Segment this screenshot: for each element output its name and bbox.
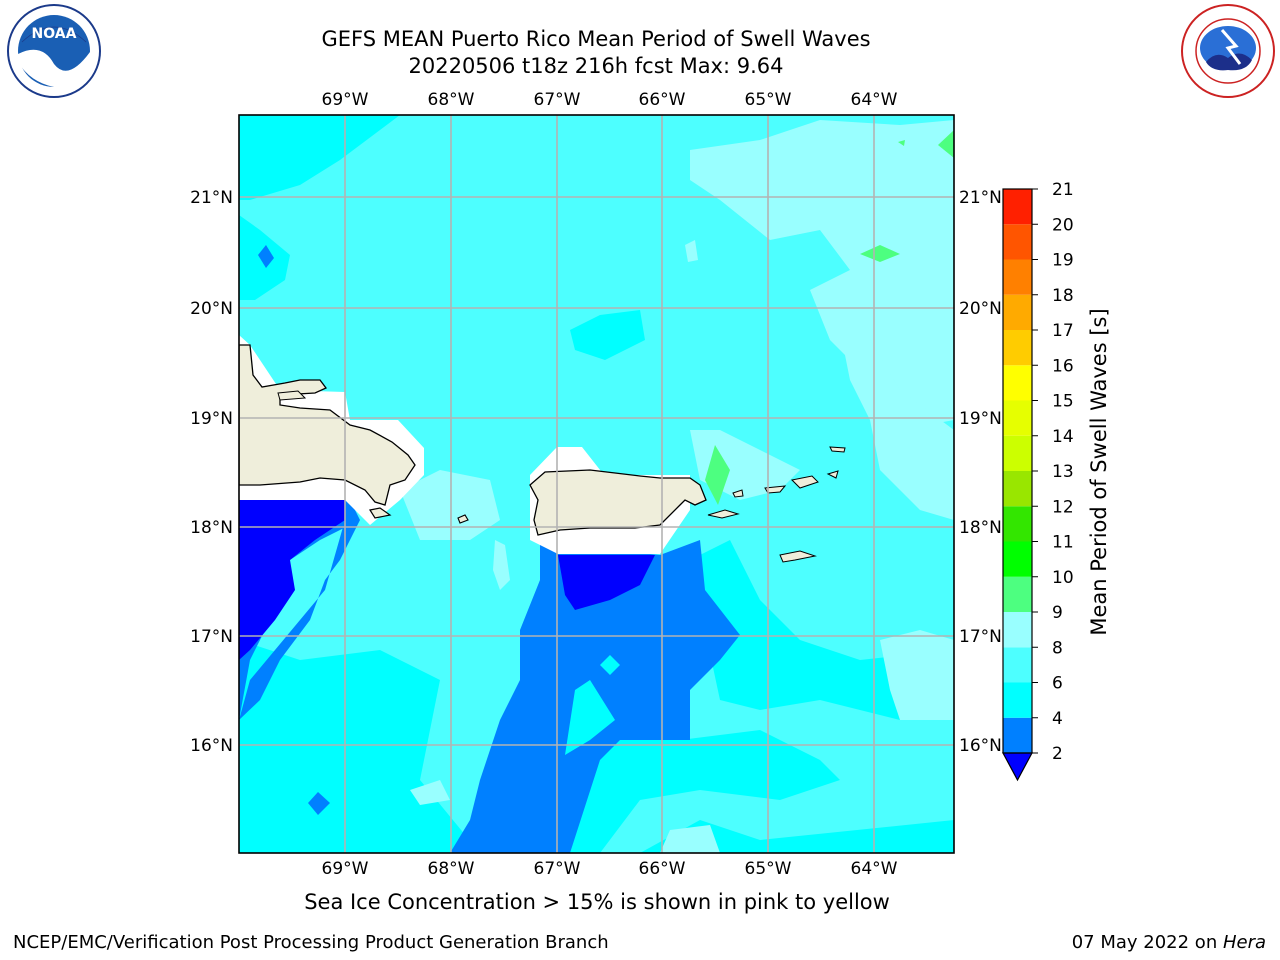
lon-label: 64°W bbox=[851, 90, 898, 110]
colorbar-label: Mean Period of Swell Waves [s] bbox=[1087, 308, 1111, 635]
lat-label: 21°N bbox=[190, 188, 233, 208]
colorbar-segment bbox=[1003, 259, 1032, 295]
lon-label: 66°W bbox=[639, 859, 686, 879]
colorbar-segment bbox=[1003, 647, 1032, 683]
lon-label: 69°W bbox=[322, 859, 369, 879]
lon-label: 66°W bbox=[639, 90, 686, 110]
colorbar-segment bbox=[1003, 189, 1032, 225]
lat-labels-right: 21°N 20°N 19°N 18°N 17°N 16°N bbox=[959, 188, 1002, 756]
colorbar-tick-label: 9 bbox=[1052, 603, 1063, 623]
colorbar-tick-label: 12 bbox=[1052, 497, 1074, 517]
noaa-logo-text: NOAA bbox=[32, 26, 77, 42]
lon-label: 65°W bbox=[745, 90, 792, 110]
footer-date: 07 May 2022 on Hera bbox=[1072, 932, 1266, 953]
lat-label: 16°N bbox=[190, 736, 233, 756]
colorbar-segment bbox=[1003, 330, 1032, 366]
lon-label: 65°W bbox=[745, 859, 792, 879]
colorbar-segment bbox=[1003, 400, 1032, 436]
lat-label: 19°N bbox=[959, 409, 1002, 429]
colorbar-tick-label: 10 bbox=[1052, 568, 1074, 588]
colorbar-segment bbox=[1003, 612, 1032, 648]
colorbar-segment bbox=[1003, 717, 1032, 753]
lon-label: 67°W bbox=[534, 859, 581, 879]
lat-label: 16°N bbox=[959, 736, 1002, 756]
colorbar: 2 4 6 8 9 10 11 12 13 14 15 16 17 18 19 20 21 bbox=[1001, 180, 1074, 782]
lon-labels-top: 69°W 68°W 67°W 66°W 65°W 64°W bbox=[322, 90, 898, 110]
colorbar-tick-label: 4 bbox=[1052, 709, 1063, 729]
colorbar-tick-label: 6 bbox=[1052, 674, 1063, 694]
colorbar-tick-label: 20 bbox=[1052, 215, 1074, 235]
footer-date-text: 07 May 2022 on bbox=[1071, 932, 1223, 953]
swell-period-field bbox=[239, 115, 954, 853]
lat-label: 18°N bbox=[959, 518, 1002, 538]
colorbar-segment bbox=[1003, 435, 1032, 471]
lon-labels-bottom: 69°W 68°W 67°W 66°W 65°W 64°W bbox=[322, 859, 898, 879]
lat-label: 20°N bbox=[959, 299, 1002, 319]
lat-label: 20°N bbox=[190, 299, 233, 319]
lon-label: 69°W bbox=[322, 90, 369, 110]
noaa-logo-icon: NOAA bbox=[7, 4, 101, 98]
map-subtitle: 20220506 t18z 216h fcst Max: 9.64 bbox=[408, 54, 784, 78]
footer-branch: NCEP/EMC/Verification Post Processing Pr… bbox=[13, 932, 609, 953]
colorbar-segment bbox=[1003, 471, 1032, 507]
sea-ice-note: Sea Ice Concentration > 15% is shown in … bbox=[304, 890, 890, 914]
colorbar-tick-label: 13 bbox=[1052, 462, 1074, 482]
colorbar-tick-label: 16 bbox=[1052, 356, 1074, 376]
map-gridlines bbox=[239, 115, 954, 853]
lon-label: 68°W bbox=[428, 859, 475, 879]
lat-label: 17°N bbox=[959, 627, 1002, 647]
colorbar-tick-label: 18 bbox=[1052, 286, 1074, 306]
colorbar-tick-label: 11 bbox=[1052, 533, 1074, 553]
lat-label: 19°N bbox=[190, 409, 233, 429]
colorbar-segment bbox=[1003, 682, 1032, 718]
colorbar-tick-label: 14 bbox=[1052, 427, 1074, 447]
colorbar-segment bbox=[1003, 576, 1032, 612]
lat-label: 17°N bbox=[190, 627, 233, 647]
lat-labels-left: 21°N 20°N 19°N 18°N 17°N 16°N bbox=[190, 188, 233, 756]
colorbar-tick-label: 15 bbox=[1052, 392, 1074, 412]
nws-logo-icon bbox=[1181, 4, 1275, 98]
colorbar-segment bbox=[1003, 224, 1032, 260]
colorbar-tick-label: 8 bbox=[1052, 638, 1063, 658]
lon-label: 64°W bbox=[851, 859, 898, 879]
colorbar-segment bbox=[1003, 506, 1032, 542]
colorbar-segment bbox=[1003, 294, 1032, 330]
footer-host: Hera bbox=[1222, 932, 1266, 953]
lon-label: 67°W bbox=[534, 90, 581, 110]
lon-label: 68°W bbox=[428, 90, 475, 110]
colorbar-segment bbox=[1003, 365, 1032, 401]
lat-label: 18°N bbox=[190, 518, 233, 538]
map-frame bbox=[238, 114, 955, 854]
colorbar-tick-label: 21 bbox=[1052, 180, 1074, 200]
lat-label: 21°N bbox=[959, 188, 1002, 208]
colorbar-tick-label: 19 bbox=[1052, 251, 1074, 271]
colorbar-tick-label: 2 bbox=[1052, 744, 1063, 764]
colorbar-tick-label: 17 bbox=[1052, 321, 1074, 341]
colorbar-segment bbox=[1003, 541, 1032, 577]
colorbar-extend-arrow bbox=[1001, 752, 1034, 782]
map-title: GEFS MEAN Puerto Rico Mean Period of Swe… bbox=[321, 27, 871, 51]
